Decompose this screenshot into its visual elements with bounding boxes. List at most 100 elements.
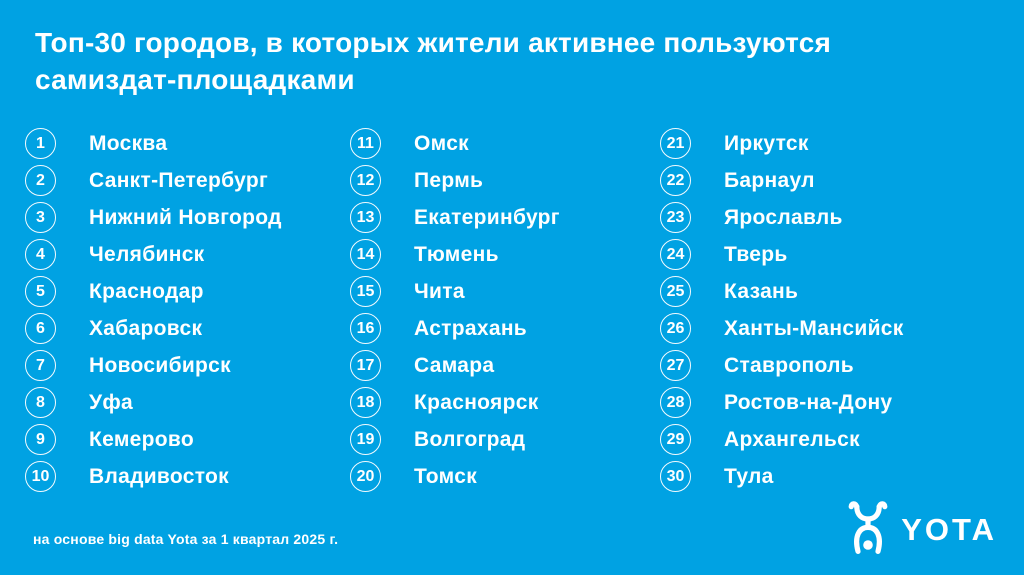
rank-badge: 20 [350,461,381,492]
rank-badge: 18 [350,387,381,418]
city-name: Ставрополь [724,353,854,377]
city-name: Казань [724,279,799,303]
list-item: 2 Санкт-Петербург [25,162,282,199]
list-item: 26 Ханты-Мансийск [660,310,904,347]
city-name: Омск [414,131,469,155]
rank-badge: 24 [660,239,691,270]
city-name: Астрахань [414,316,528,340]
city-name: Тверь [724,242,788,266]
rank-badge: 4 [25,239,56,270]
list-item: 11 Омск [350,125,560,162]
yota-logo-icon [848,501,888,554]
rank-badge: 30 [660,461,691,492]
city-name: Волгоград [414,427,526,451]
city-name: Челябинск [89,242,205,266]
rank-badge: 15 [350,276,381,307]
rank-badge: 28 [660,387,691,418]
rank-badge: 25 [660,276,691,307]
list-item: 22 Барнаул [660,162,904,199]
city-name: Новосибирск [89,353,231,377]
rank-badge: 8 [25,387,56,418]
city-name: Санкт-Петербург [89,168,269,192]
rank-badge: 26 [660,313,691,344]
ranking-column-3: 21 Иркутск 22 Барнаул 23 Ярославль 24 Тверь 25 Ка… [660,125,904,495]
city-name: Ханты-Мансийск [724,316,904,340]
page-title-line2: самиздат-площадками [35,64,355,95]
city-name: Томск [414,464,478,488]
list-item: 21 Иркутск [660,125,904,162]
city-name: Пермь [414,168,484,192]
rank-badge: 1 [25,128,56,159]
rank-badge: 29 [660,424,691,455]
city-name: Красноярск [414,390,539,414]
city-name: Москва [89,131,168,155]
page-title: Топ-30 городов, в которых жители активне… [35,24,831,98]
rank-badge: 3 [25,202,56,233]
list-item: 24 Тверь [660,236,904,273]
city-name: Тюмень [414,242,499,266]
list-item: 27 Ставрополь [660,347,904,384]
list-item: 3 Нижний Новгород [25,199,282,236]
rank-badge: 9 [25,424,56,455]
rank-badge: 6 [25,313,56,344]
list-item: 17 Самара [350,347,560,384]
page-title-line1: Топ-30 городов, в которых жители активне… [35,27,832,58]
city-name: Владивосток [89,464,229,488]
list-item: 16 Астрахань [350,310,560,347]
list-item: 8 Уфа [25,384,282,421]
list-item: 28 Ростов-на-Дону [660,384,904,421]
rank-badge: 19 [350,424,381,455]
rank-badge: 21 [660,128,691,159]
list-item: 29 Архангельск [660,421,904,458]
rank-badge: 5 [25,276,56,307]
source-note: на основе big data Yota за 1 квартал 202… [33,531,339,547]
rank-badge: 22 [660,165,691,196]
city-name: Кемерово [89,427,194,451]
rank-badge: 27 [660,350,691,381]
ranking-column-1: 1 Москва 2 Санкт-Петербург 3 Нижний Новгород 4… [25,125,282,495]
city-name: Ростов-на-Дону [724,390,893,414]
city-name: Барнаул [724,168,815,192]
city-name: Иркутск [724,131,809,155]
list-item: 5 Краснодар [25,273,282,310]
rank-badge: 13 [350,202,381,233]
list-item: 1 Москва [25,125,282,162]
yota-logo-text: YOTA [901,511,997,547]
city-name: Ярославль [724,205,843,229]
list-item: 6 Хабаровск [25,310,282,347]
list-item: 20 Томск [350,458,560,495]
city-name: Уфа [89,390,134,414]
list-item: 14 Тюмень [350,236,560,273]
rank-badge: 23 [660,202,691,233]
city-name: Тула [724,464,774,488]
list-item: 10 Владивосток [25,458,282,495]
list-item: 9 Кемерово [25,421,282,458]
list-item: 30 Тула [660,458,904,495]
rank-badge: 12 [350,165,381,196]
list-item: 25 Казань [660,273,904,310]
city-name: Архангельск [724,427,860,451]
rank-badge: 10 [25,461,56,492]
list-item: 23 Ярославль [660,199,904,236]
list-item: 13 Екатеринбург [350,199,560,236]
list-item: 4 Челябинск [25,236,282,273]
yota-logo: YOTA [848,501,997,557]
rank-badge: 16 [350,313,381,344]
list-item: 12 Пермь [350,162,560,199]
ranking-column-2: 11 Омск 12 Пермь 13 Екатеринбург 14 Тюмень 15 Чит… [350,125,560,495]
city-name: Хабаровск [89,316,203,340]
list-item: 7 Новосибирск [25,347,282,384]
list-item: 18 Красноярск [350,384,560,421]
city-name: Краснодар [89,279,204,303]
rank-badge: 2 [25,165,56,196]
city-name: Самара [414,353,495,377]
city-name: Екатеринбург [414,205,560,229]
rank-badge: 11 [350,128,381,159]
list-item: 19 Волгоград [350,421,560,458]
city-name: Чита [414,279,465,303]
rank-badge: 14 [350,239,381,270]
rank-badge: 17 [350,350,381,381]
city-name: Нижний Новгород [89,205,282,229]
list-item: 15 Чита [350,273,560,310]
